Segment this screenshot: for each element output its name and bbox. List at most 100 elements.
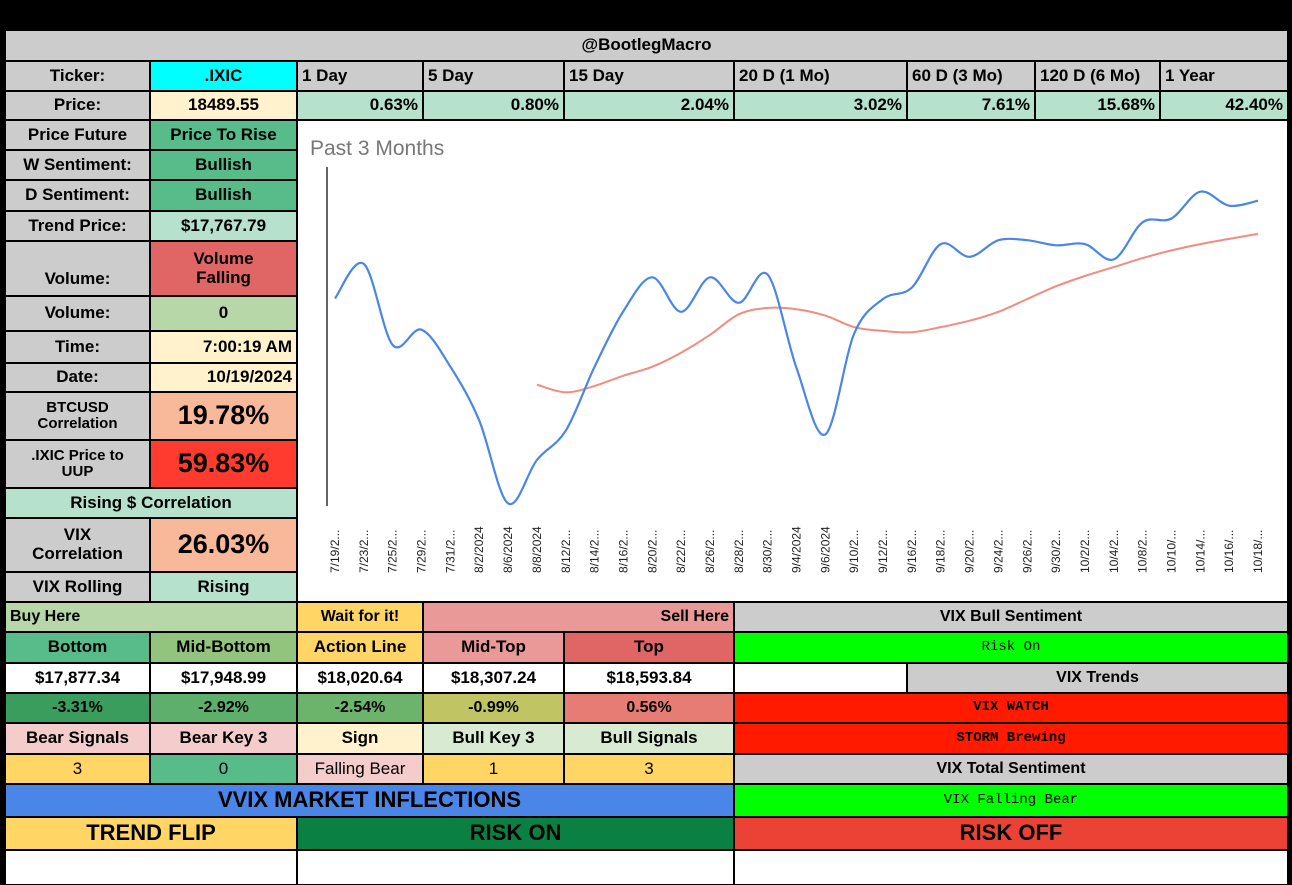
change-15d[interactable]: 2.04%: [564, 91, 734, 120]
period-header-1y[interactable]: 1 Year: [1160, 61, 1288, 91]
trend-price-value[interactable]: $17,767.79: [150, 211, 297, 241]
date-value[interactable]: 10/19/2024: [150, 363, 297, 392]
signal-header-bull-key[interactable]: Bull Key 3: [423, 723, 564, 754]
vvix-title[interactable]: VVIX MARKET INFLECTIONS: [5, 784, 734, 817]
level-header-mid-bottom[interactable]: Mid-Bottom: [150, 632, 297, 663]
buy-here-label[interactable]: Buy Here: [5, 602, 297, 632]
wait-label[interactable]: Wait for it!: [297, 602, 423, 632]
level-price-mid-bottom[interactable]: $17,948.99: [150, 663, 297, 693]
d-sentiment-label[interactable]: D Sentiment:: [5, 180, 150, 211]
vix-storm[interactable]: STORM Brewing: [734, 723, 1288, 754]
btc-correlation-label[interactable]: BTCUSD Correlation: [5, 392, 150, 440]
signal-header-bear-signals[interactable]: Bear Signals: [5, 723, 150, 754]
uup-correlation-label[interactable]: .IXIC Price to UUP: [5, 440, 150, 488]
price-chart[interactable]: Past 3 Months 7/19/2... 7/23/2... 7/25/2..…: [297, 120, 1288, 602]
vix-bull-sentiment-label[interactable]: VIX Bull Sentiment: [734, 602, 1288, 632]
sell-here-label[interactable]: Sell Here: [423, 602, 734, 632]
signal-header-sign[interactable]: Sign: [297, 723, 423, 754]
x-tick-label: 9/6/2024: [818, 526, 832, 573]
level-header-top[interactable]: Top: [564, 632, 734, 663]
level-price-bottom[interactable]: $17,877.34: [5, 663, 150, 693]
risk-off[interactable]: RISK OFF: [734, 817, 1288, 850]
period-header-5d[interactable]: 5 Day: [423, 61, 564, 91]
change-20d[interactable]: 3.02%: [734, 91, 907, 120]
x-tick-label: 8/16/2...: [616, 530, 630, 573]
x-tick-label: 10/14/...: [1193, 530, 1207, 573]
date-label[interactable]: Date:: [5, 363, 150, 392]
level-header-action-line[interactable]: Action Line: [297, 632, 423, 663]
period-header-60d[interactable]: 60 D (3 Mo): [907, 61, 1035, 91]
x-tick-label: 9/30/2...: [1049, 530, 1063, 573]
signal-value-bull-signals[interactable]: 3: [564, 754, 734, 784]
volume2-value[interactable]: 0: [150, 296, 297, 331]
trend-price-label[interactable]: Trend Price:: [5, 211, 150, 241]
empty-cell-2[interactable]: [297, 850, 734, 885]
header-title[interactable]: @BootlegMacro: [5, 30, 1288, 61]
period-header-120d[interactable]: 120 D (6 Mo): [1035, 61, 1160, 91]
price-label[interactable]: Price:: [5, 91, 150, 120]
volume-status[interactable]: Volume Falling: [150, 241, 297, 296]
level-price-top[interactable]: $18,593.84: [564, 663, 734, 693]
btc-correlation-value[interactable]: 19.78%: [150, 392, 297, 440]
signal-header-bull-signals[interactable]: Bull Signals: [564, 723, 734, 754]
ticker-value[interactable]: .IXIC: [150, 61, 297, 91]
period-header-15d[interactable]: 15 Day: [564, 61, 734, 91]
x-tick-label: 9/12/2...: [876, 530, 890, 573]
period-header-20d[interactable]: 20 D (1 Mo): [734, 61, 907, 91]
price-value[interactable]: 18489.55: [150, 91, 297, 120]
signal-value-bear-signals[interactable]: 3: [5, 754, 150, 784]
level-price-action-line[interactable]: $18,020.64: [297, 663, 423, 693]
signal-value-bear-key[interactable]: 0: [150, 754, 297, 784]
ticker-label[interactable]: Ticker:: [5, 61, 150, 91]
uup-correlation-value[interactable]: 59.83%: [150, 440, 297, 488]
change-60d[interactable]: 7.61%: [907, 91, 1035, 120]
d-sentiment-value[interactable]: Bullish: [150, 180, 297, 211]
vix-rolling-value[interactable]: Rising: [150, 572, 297, 602]
signal-header-bear-key[interactable]: Bear Key 3: [150, 723, 297, 754]
level-pct-mid-bottom[interactable]: -2.92%: [150, 693, 297, 723]
change-1d[interactable]: 0.63%: [297, 91, 423, 120]
x-tick-label: 8/14/2...: [588, 530, 602, 573]
change-120d[interactable]: 15.68%: [1035, 91, 1160, 120]
w-sentiment-value[interactable]: Bullish: [150, 150, 297, 180]
rising-correlation[interactable]: Rising $ Correlation: [5, 488, 297, 518]
x-tick-label: 9/24/2...: [991, 530, 1005, 573]
vix-rolling-label[interactable]: VIX Rolling: [5, 572, 150, 602]
price-future-value[interactable]: Price To Rise: [150, 120, 297, 150]
empty-cell-1[interactable]: [5, 850, 297, 885]
level-pct-mid-top[interactable]: -0.99%: [423, 693, 564, 723]
x-tick-label: 9/26/2...: [1020, 530, 1034, 573]
vix-correlation-label[interactable]: VIX Correlation: [5, 518, 150, 572]
level-header-bottom[interactable]: Bottom: [5, 632, 150, 663]
vix-trends-label[interactable]: VIX Trends: [907, 663, 1288, 693]
vix-correlation-value[interactable]: 26.03%: [150, 518, 297, 572]
level-pct-top[interactable]: 0.56%: [564, 693, 734, 723]
change-5d[interactable]: 0.80%: [423, 91, 564, 120]
period-header-1d[interactable]: 1 Day: [297, 61, 423, 91]
trend-flip[interactable]: TREND FLIP: [5, 817, 297, 850]
volume-label[interactable]: Volume:: [5, 241, 150, 296]
level-header-mid-top[interactable]: Mid-Top: [423, 632, 564, 663]
vix-bull-sentiment-value[interactable]: Risk On: [734, 632, 1288, 663]
vix-trends-blank[interactable]: [734, 663, 907, 693]
vix-total-value[interactable]: VIX Falling Bear: [734, 784, 1288, 817]
change-1y[interactable]: 42.40%: [1160, 91, 1288, 120]
w-sentiment-label[interactable]: W Sentiment:: [5, 150, 150, 180]
time-value[interactable]: 7:00:19 AM: [150, 331, 297, 363]
x-tick-label: 7/25/2...: [386, 530, 400, 573]
x-tick-label: 8/12/2...: [559, 530, 573, 573]
vix-watch[interactable]: VIX WATCH: [734, 693, 1288, 723]
level-pct-action-line[interactable]: -2.54%: [297, 693, 423, 723]
x-tick-label: 8/8/2024: [530, 526, 544, 573]
price-future-label[interactable]: Price Future: [5, 120, 150, 150]
empty-cell-3[interactable]: [734, 850, 1288, 885]
level-price-mid-top[interactable]: $18,307.24: [423, 663, 564, 693]
volume2-label[interactable]: Volume:: [5, 296, 150, 331]
signal-value-bull-key[interactable]: 1: [423, 754, 564, 784]
time-label[interactable]: Time:: [5, 331, 150, 363]
risk-on[interactable]: RISK ON: [297, 817, 734, 850]
signal-value-sign[interactable]: Falling Bear: [297, 754, 423, 784]
level-pct-bottom[interactable]: -3.31%: [5, 693, 150, 723]
vix-total-label[interactable]: VIX Total Sentiment: [734, 754, 1288, 784]
